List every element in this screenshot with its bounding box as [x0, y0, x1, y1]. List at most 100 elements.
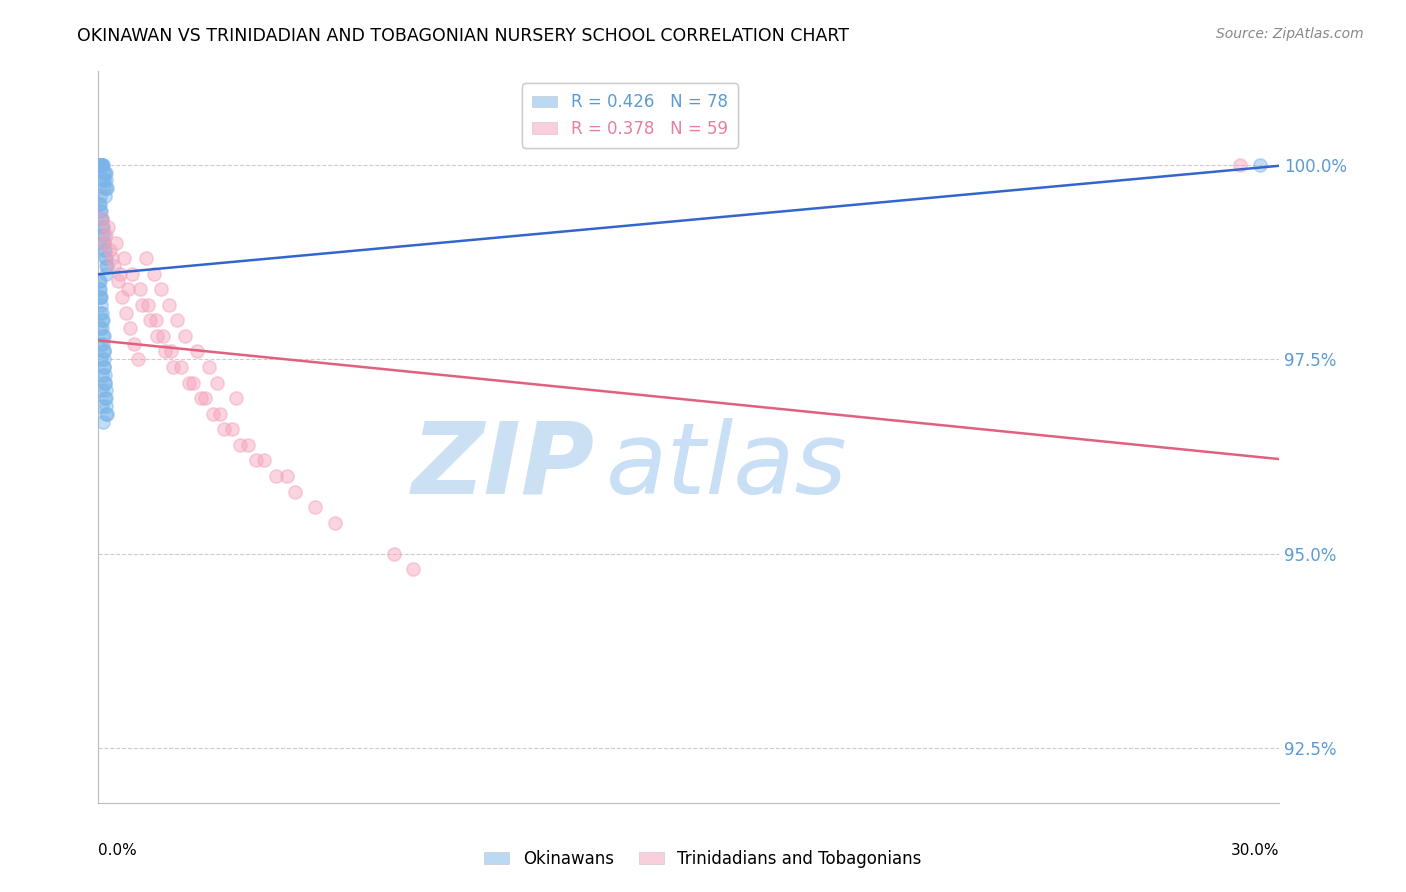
Point — [236, 438, 259, 452]
Point — [174, 329, 197, 343]
Point — [108, 267, 131, 281]
Point — [128, 282, 150, 296]
Point — [93, 173, 115, 187]
Point — [276, 469, 298, 483]
Point — [93, 181, 115, 195]
Point — [90, 219, 112, 234]
Legend: R = 0.426   N = 78, R = 0.378   N = 59: R = 0.426 N = 78, R = 0.378 N = 59 — [522, 83, 738, 148]
Point — [323, 516, 346, 530]
Text: Source: ZipAtlas.com: Source: ZipAtlas.com — [1216, 27, 1364, 41]
Point — [136, 298, 159, 312]
Point — [91, 415, 114, 429]
Point — [264, 469, 287, 483]
Point — [93, 352, 115, 367]
Point — [94, 181, 117, 195]
Text: ZIP: ZIP — [412, 417, 595, 515]
Point — [93, 368, 115, 382]
Point — [221, 422, 243, 436]
Point — [96, 259, 118, 273]
Text: 30.0%: 30.0% — [1232, 843, 1279, 858]
Point — [91, 212, 114, 227]
Point — [94, 391, 117, 405]
Point — [89, 282, 111, 296]
Point — [93, 235, 115, 250]
Point — [96, 181, 118, 195]
Point — [402, 562, 425, 576]
Point — [122, 336, 145, 351]
Point — [90, 352, 112, 367]
Point — [94, 384, 117, 398]
Point — [91, 219, 114, 234]
Point — [229, 438, 252, 452]
Point — [93, 227, 115, 242]
Point — [150, 282, 173, 296]
Point — [93, 359, 115, 374]
Point — [96, 399, 118, 413]
Point — [98, 244, 121, 258]
Point — [162, 359, 184, 374]
Point — [225, 391, 247, 405]
Point — [94, 173, 117, 187]
Point — [93, 344, 115, 359]
Point — [91, 321, 114, 335]
Point — [90, 298, 112, 312]
Point — [90, 158, 112, 172]
Point — [382, 547, 405, 561]
Point — [91, 399, 114, 413]
Point — [103, 259, 125, 273]
Point — [197, 359, 219, 374]
Point — [91, 329, 114, 343]
Point — [96, 165, 118, 179]
Point — [94, 189, 117, 203]
Point — [96, 267, 118, 281]
Point — [94, 244, 117, 258]
Point — [214, 422, 236, 436]
Legend: Okinawans, Trinidadians and Tobagonians: Okinawans, Trinidadians and Tobagonians — [478, 844, 928, 875]
Text: 0.0%: 0.0% — [98, 843, 138, 858]
Point — [304, 500, 326, 515]
Point — [91, 212, 114, 227]
Text: OKINAWAN VS TRINIDADIAN AND TOBAGONIAN NURSERY SCHOOL CORRELATION CHART: OKINAWAN VS TRINIDADIAN AND TOBAGONIAN N… — [77, 27, 849, 45]
Point — [1249, 158, 1271, 172]
Text: atlas: atlas — [606, 417, 848, 515]
Point — [194, 391, 217, 405]
Point — [93, 329, 115, 343]
Point — [90, 204, 112, 219]
Point — [135, 251, 157, 265]
Point — [94, 407, 117, 421]
Point — [138, 313, 160, 327]
Point — [91, 158, 114, 172]
Point — [157, 298, 180, 312]
Point — [105, 235, 128, 250]
Point — [170, 359, 193, 374]
Point — [190, 391, 212, 405]
Point — [93, 359, 115, 374]
Point — [91, 227, 114, 242]
Point — [186, 344, 208, 359]
Point — [1229, 158, 1251, 172]
Point — [166, 313, 188, 327]
Point — [89, 282, 111, 296]
Point — [101, 251, 124, 265]
Point — [89, 275, 111, 289]
Point — [94, 391, 117, 405]
Point — [155, 344, 177, 359]
Point — [118, 321, 141, 335]
Point — [89, 158, 111, 172]
Point — [201, 407, 224, 421]
Point — [94, 259, 117, 273]
Point — [93, 165, 115, 179]
Point — [91, 336, 114, 351]
Point — [152, 329, 174, 343]
Point — [91, 158, 114, 172]
Point — [145, 313, 167, 327]
Point — [90, 212, 112, 227]
Point — [93, 344, 115, 359]
Point — [90, 336, 112, 351]
Point — [111, 290, 134, 304]
Point — [94, 376, 117, 390]
Point — [121, 267, 143, 281]
Point — [89, 290, 111, 304]
Point — [93, 244, 115, 258]
Point — [91, 313, 114, 327]
